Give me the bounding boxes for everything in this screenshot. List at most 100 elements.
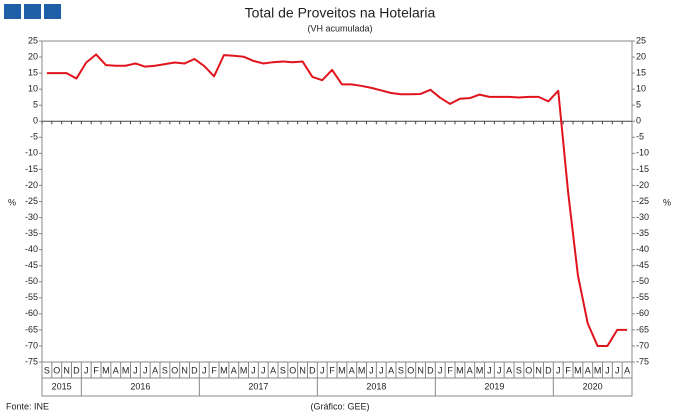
y2-tick-label: -30 — [636, 212, 649, 222]
y-tick-label: -35 — [25, 228, 38, 238]
y-tick-label: -65 — [25, 324, 38, 334]
x-tick-label: J — [261, 365, 266, 375]
x-tick-label: S — [398, 365, 404, 375]
year-label: 2016 — [130, 381, 150, 391]
x-tick-label: J — [438, 365, 443, 375]
x-tick-label: J — [605, 365, 610, 375]
x-tick-label: D — [191, 365, 198, 375]
x-tick-label: J — [133, 365, 138, 375]
x-tick-label: M — [594, 365, 602, 375]
x-tick-label: A — [349, 365, 355, 375]
x-tick-label: J — [615, 365, 620, 375]
x-tick-label: A — [231, 365, 237, 375]
y2-tick-label: -35 — [636, 228, 649, 238]
x-tick-label: J — [556, 365, 561, 375]
x-tick-label: A — [585, 365, 591, 375]
x-tick-label: M — [574, 365, 582, 375]
x-tick-label: S — [280, 365, 286, 375]
y2-tick-label: -5 — [636, 132, 644, 142]
x-tick-label: O — [171, 365, 178, 375]
y2-tick-label: -75 — [636, 356, 649, 366]
y2-tick-label: 5 — [636, 100, 641, 110]
source: Fonte: INE — [6, 401, 49, 411]
year-label: 2019 — [484, 381, 504, 391]
y2-tick-label: -10 — [636, 148, 649, 158]
y-tick-label: -55 — [25, 292, 38, 302]
x-tick-label: J — [379, 365, 384, 375]
logo-block — [4, 4, 21, 19]
x-tick-label: N — [181, 365, 188, 375]
x-tick-label: S — [44, 365, 50, 375]
credit: (Gráfico: GEE) — [310, 401, 369, 411]
x-tick-label: F — [447, 365, 453, 375]
x-tick-label: A — [113, 365, 119, 375]
x-tick-label: O — [53, 365, 60, 375]
y-tick-label: 5 — [33, 100, 38, 110]
x-tick-label: M — [240, 365, 248, 375]
logo-block — [44, 4, 61, 19]
y2-tick-label: -70 — [636, 340, 649, 350]
year-label: 2018 — [366, 381, 386, 391]
y-tick-label: -20 — [25, 180, 38, 190]
x-tick-label: F — [93, 365, 99, 375]
y-tick-label: -30 — [25, 212, 38, 222]
x-tick-label: N — [535, 365, 542, 375]
x-tick-label: N — [299, 365, 306, 375]
year-label: 2020 — [583, 381, 603, 391]
x-tick-label: D — [545, 365, 552, 375]
y-tick-label: -50 — [25, 276, 38, 286]
x-tick-label: J — [497, 365, 502, 375]
x-tick-label: A — [467, 365, 473, 375]
x-tick-label: J — [320, 365, 325, 375]
y-tick-label: 15 — [28, 67, 38, 77]
y2-axis-label: % — [663, 197, 671, 207]
y2-tick-label: -15 — [636, 164, 649, 174]
y2-tick-label: -60 — [636, 308, 649, 318]
x-tick-label: J — [369, 365, 374, 375]
y2-tick-label: -25 — [636, 196, 649, 206]
x-tick-label: J — [143, 365, 148, 375]
data-line — [46, 53, 628, 347]
x-tick-label: F — [565, 365, 571, 375]
y2-tick-label: -20 — [636, 180, 649, 190]
y2-tick-label: -45 — [636, 260, 649, 270]
y-axis-label: % — [8, 197, 16, 207]
x-tick-label: M — [122, 365, 130, 375]
x-tick-label: J — [251, 365, 256, 375]
y2-tick-label: 25 — [636, 35, 646, 45]
x-tick-label: S — [162, 365, 168, 375]
y-tick-label: -40 — [25, 244, 38, 254]
y-tick-label: 20 — [28, 51, 38, 61]
year-label: 2017 — [248, 381, 268, 391]
x-tick-label: D — [309, 365, 316, 375]
y2-tick-label: -55 — [636, 292, 649, 302]
y-tick-label: -15 — [25, 164, 38, 174]
x-tick-label: N — [417, 365, 424, 375]
x-tick-label: J — [487, 365, 492, 375]
y-tick-label: -75 — [25, 356, 38, 366]
y-tick-label: -60 — [25, 308, 38, 318]
y-tick-label: -5 — [30, 132, 38, 142]
x-tick-label: A — [624, 365, 630, 375]
x-tick-label: M — [102, 365, 110, 375]
x-tick-label: A — [270, 365, 276, 375]
y2-tick-label: 20 — [636, 51, 646, 61]
x-tick-label: M — [338, 365, 346, 375]
y-tick-label: 0 — [33, 116, 38, 126]
x-tick-label: N — [63, 365, 70, 375]
x-tick-label: M — [358, 365, 366, 375]
x-tick-label: M — [476, 365, 484, 375]
x-tick-label: A — [388, 365, 394, 375]
y-tick-label: 25 — [28, 35, 38, 45]
x-tick-label: J — [202, 365, 207, 375]
x-tick-label: S — [516, 365, 522, 375]
x-tick-label: O — [289, 365, 296, 375]
y-tick-label: -10 — [25, 148, 38, 158]
y2-tick-label: -40 — [636, 244, 649, 254]
x-tick-label: D — [427, 365, 434, 375]
y2-tick-label: -50 — [636, 276, 649, 286]
y2-tick-label: 0 — [636, 116, 641, 126]
y-tick-label: -70 — [25, 340, 38, 350]
x-tick-label: F — [211, 365, 217, 375]
